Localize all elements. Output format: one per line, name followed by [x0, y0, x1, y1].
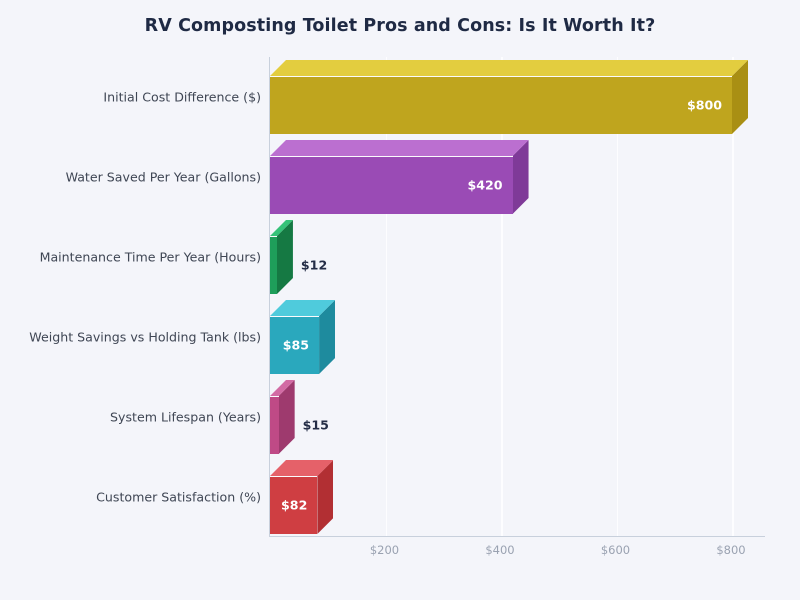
bar-side-face-5 — [317, 460, 334, 534]
bar-value-label-2: $12 — [300, 257, 328, 273]
gridline-600 — [616, 57, 618, 536]
plot-area: $800 $420 $12 $85 $15 $82 — [269, 57, 765, 537]
bar-side-face-0 — [732, 60, 748, 134]
bar-front-face-3 — [270, 316, 320, 374]
bar-top-face-0 — [270, 60, 748, 76]
chart-title: RV Composting Toilet Pros and Cons: Is I… — [144, 16, 656, 36]
y-axis-label-0: Initial Cost Difference ($) — [103, 89, 261, 105]
y-axis-label-1: Water Saved Per Year (Gallons) — [65, 169, 261, 185]
bar-side-face-2 — [276, 220, 293, 294]
bar-side-face-3 — [319, 300, 336, 374]
gridline-800 — [732, 57, 734, 536]
x-tick-label: $600 — [600, 543, 631, 557]
x-tick-label: $200 — [369, 543, 400, 557]
bar-2[interactable] — [270, 220, 293, 294]
x-tick-label: $400 — [485, 543, 515, 557]
bar-front-face-4 — [270, 396, 279, 454]
bar-top-face-5 — [270, 460, 334, 476]
bar-front-face-2 — [270, 236, 277, 294]
bar-side-face-4 — [278, 380, 295, 454]
y-axis-label-5: Customer Satisfaction (%) — [96, 489, 261, 505]
bar-side-face-1 — [512, 140, 529, 214]
bar-0[interactable] — [270, 60, 748, 134]
bar-front-face-1 — [270, 156, 513, 214]
bar-5[interactable] — [270, 460, 334, 534]
bar-front-face-5 — [270, 476, 318, 534]
y-axis-label-4: System Lifespan (Years) — [110, 409, 261, 425]
bar-value-label-1: $420 — [467, 177, 503, 193]
x-axis-tick-labels: $200 $400 $600 $800 — [269, 543, 765, 567]
x-tick-label: $800 — [716, 543, 746, 557]
bar-value-label-3: $85 — [282, 337, 310, 353]
y-axis-label-3: Weight Savings vs Holding Tank (lbs) — [29, 329, 261, 345]
bar-top-face-1 — [270, 140, 529, 156]
bar-4[interactable] — [270, 380, 295, 454]
bar-value-label-5: $82 — [281, 497, 308, 513]
bar-1[interactable] — [270, 140, 529, 214]
gridline-400 — [501, 57, 503, 536]
y-axis-category-labels: Initial Cost Difference ($) Water Saved P… — [0, 57, 261, 537]
bar-value-label-4: $15 — [302, 417, 329, 433]
gridline-200 — [385, 57, 387, 536]
bar-value-label-0: $800 — [686, 97, 722, 113]
bar-3[interactable] — [270, 300, 336, 374]
bar-front-face-0 — [270, 76, 732, 134]
bar-top-face-3 — [270, 300, 336, 316]
y-axis-label-2: Maintenance Time Per Year (Hours) — [39, 249, 261, 265]
